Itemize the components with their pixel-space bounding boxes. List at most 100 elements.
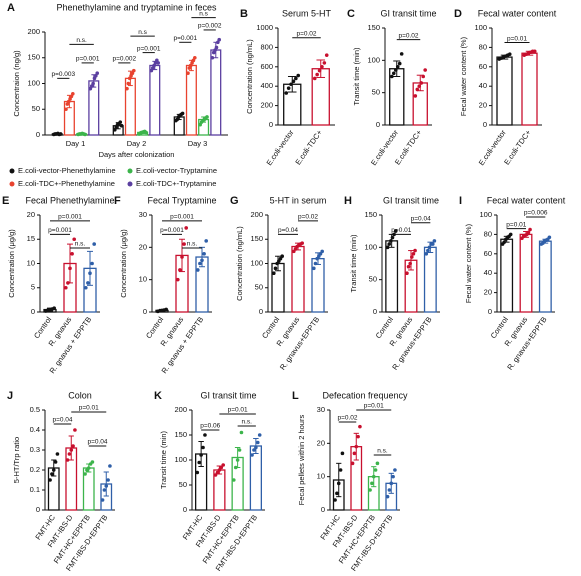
data-point — [52, 306, 56, 310]
y-axis-label: 5-HT/Trp ratio — [12, 437, 21, 483]
data-point — [508, 232, 513, 237]
panel-letter: A — [7, 2, 15, 14]
data-point — [48, 478, 52, 482]
y-tick-label: 200 — [27, 27, 40, 36]
p-value-label: p=0.01 — [507, 35, 527, 42]
data-point — [395, 65, 400, 69]
y-tick-label: 60 — [479, 62, 487, 71]
y-tick-label: 150 — [27, 53, 40, 62]
data-point — [235, 458, 240, 462]
y-tick-label: 40 — [484, 268, 492, 277]
data-point — [371, 474, 376, 479]
data-point — [389, 239, 393, 243]
bar — [496, 56, 513, 126]
chart-title: GI transit time — [383, 195, 439, 205]
data-point — [424, 252, 429, 256]
error-bar — [87, 250, 93, 286]
y-tick-label: 30 — [139, 210, 147, 219]
y-tick-label: 200 — [174, 405, 187, 414]
y-tick-label: 0.1 — [30, 485, 40, 494]
y-axis-label: Fecal water content (%) — [464, 223, 473, 303]
y-tick-label: 60 — [484, 249, 492, 258]
data-point — [202, 252, 206, 256]
y-axis-label: Concentraion (ng/g) — [12, 50, 21, 117]
p-value-label: p=0.02 — [337, 415, 357, 422]
data-point — [280, 254, 285, 259]
data-point — [528, 227, 532, 232]
data-point — [335, 491, 339, 496]
error-bar — [68, 435, 74, 461]
p-value-label: p=0.02 — [296, 30, 316, 37]
data-point — [393, 229, 398, 233]
error-bar — [408, 250, 414, 271]
y-tick-label: 100 — [367, 55, 380, 64]
p-value-label: p=0.001 — [160, 227, 184, 234]
chart-title: Fecal water content — [478, 8, 557, 18]
chart-title: Defecation frequency — [322, 390, 408, 400]
data-point — [430, 242, 435, 246]
data-point — [336, 481, 341, 486]
data-point — [239, 430, 244, 435]
p-value-label: p=0.04 — [87, 439, 107, 446]
chart-title: Phenethylamine and tryptamine in feces — [56, 2, 217, 12]
data-point — [254, 445, 258, 450]
data-point — [340, 451, 345, 456]
y-tick-label: 0 — [269, 120, 273, 129]
data-point — [370, 481, 374, 486]
panel-letter: G — [230, 195, 239, 207]
y-tick-label: 0 — [143, 307, 147, 316]
data-point — [88, 271, 92, 276]
data-point — [320, 249, 325, 254]
chart-title: Serum 5-HT — [282, 8, 332, 18]
y-axis-label: Transit time (min) — [352, 47, 361, 106]
data-point — [196, 268, 200, 272]
data-point — [195, 470, 200, 475]
data-point — [55, 452, 60, 456]
y-axis-label: Concentration (ng/mL) — [245, 39, 254, 114]
chart-title: Colon — [68, 390, 92, 400]
data-point — [86, 281, 90, 285]
data-point — [390, 235, 395, 240]
legend-marker — [9, 181, 15, 187]
data-point — [358, 424, 362, 429]
y-tick-label: 80 — [484, 229, 492, 238]
y-tick-label: 0.3 — [30, 445, 40, 454]
data-point — [413, 248, 417, 253]
data-point — [71, 444, 75, 448]
data-point — [126, 81, 131, 86]
data-point — [231, 478, 236, 482]
data-point — [391, 71, 396, 76]
data-point — [84, 285, 88, 290]
x-tick-label: E.coli-TDC+ — [293, 128, 324, 167]
data-point — [320, 65, 324, 69]
y-tick-label: 150 — [250, 234, 263, 243]
data-point — [198, 261, 202, 266]
data-point — [250, 453, 254, 457]
y-tick-label: 100 — [174, 455, 187, 464]
data-point — [69, 448, 74, 452]
chart-title: GI transit time — [200, 390, 256, 400]
x-axis-label: Days after colonization — [99, 150, 175, 159]
data-point — [70, 252, 74, 256]
data-point — [180, 255, 184, 259]
p-value-label: p=0.001 — [173, 35, 197, 42]
y-tick-label: 800 — [260, 42, 273, 51]
legend-marker — [127, 168, 133, 174]
legend-label: E.coli-TDC+-Phenethylamine — [18, 179, 115, 188]
data-point — [502, 240, 507, 244]
y-tick-label: 0 — [483, 120, 487, 129]
data-point — [410, 255, 414, 259]
bar — [185, 64, 197, 136]
data-point — [90, 261, 94, 266]
legend-marker — [9, 168, 15, 174]
y-tick-label: 200 — [260, 101, 273, 110]
y-tick-label: 0 — [488, 307, 492, 316]
error-bar — [51, 459, 57, 477]
data-point — [119, 123, 124, 128]
legend-label: E.coli-vector-Phenethylamine — [18, 166, 116, 175]
p-value-label: p=0.01 — [364, 403, 384, 410]
chart-title: GI transit time — [380, 8, 436, 18]
bar — [500, 238, 514, 313]
data-point — [322, 61, 327, 65]
p-value-label: p=0.001 — [58, 214, 82, 221]
